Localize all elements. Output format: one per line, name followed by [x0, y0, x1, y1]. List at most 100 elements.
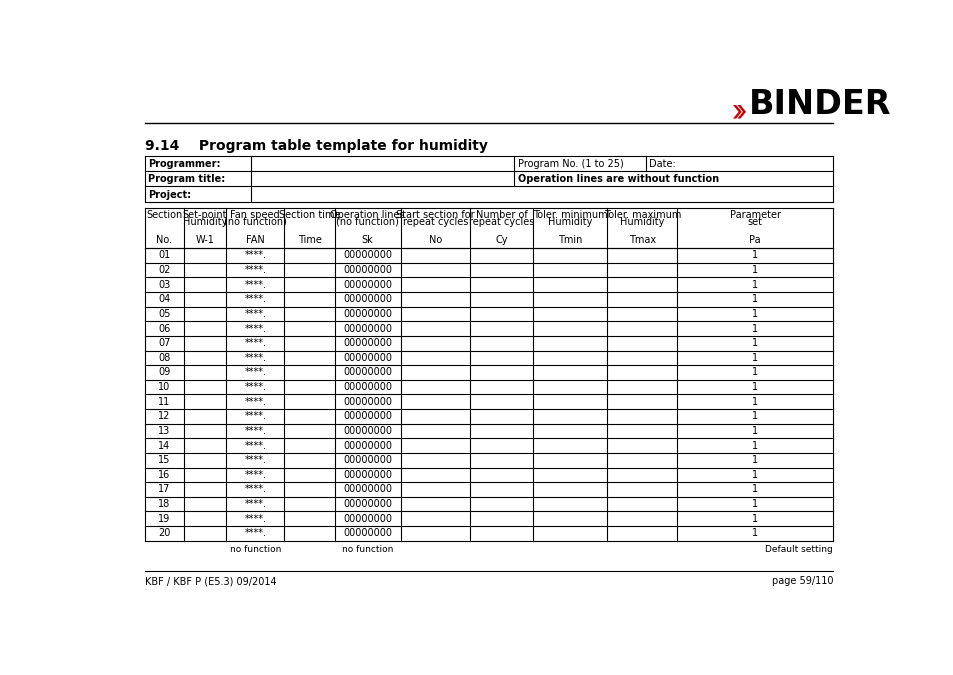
Text: 1: 1	[751, 367, 758, 377]
Text: 1: 1	[751, 485, 758, 495]
Text: ****.: ****.	[244, 470, 266, 480]
Text: 1: 1	[751, 397, 758, 407]
Text: 16: 16	[158, 470, 171, 480]
Text: 1: 1	[751, 499, 758, 509]
Text: Operation lines are without function: Operation lines are without function	[517, 174, 718, 184]
Text: repeat cycles: repeat cycles	[469, 217, 534, 227]
Text: No.: No.	[156, 235, 172, 245]
Text: 19: 19	[158, 514, 171, 524]
Text: ****.: ****.	[244, 309, 266, 319]
Text: 00000000: 00000000	[343, 338, 392, 348]
Text: 1: 1	[751, 441, 758, 451]
Text: Project:: Project:	[148, 190, 191, 200]
Text: BINDER: BINDER	[748, 88, 890, 121]
Text: 11: 11	[158, 397, 171, 407]
Text: 17: 17	[158, 485, 171, 495]
Text: ****.: ****.	[244, 485, 266, 495]
Text: Fan speed: Fan speed	[231, 211, 280, 220]
Text: W-1: W-1	[195, 235, 214, 245]
Text: Default setting: Default setting	[764, 545, 832, 554]
Text: 1: 1	[751, 426, 758, 436]
Text: ****.: ****.	[244, 265, 266, 275]
Text: Section: Section	[146, 211, 182, 220]
Text: 1: 1	[751, 338, 758, 348]
Text: set: set	[747, 217, 761, 227]
Text: 07: 07	[158, 338, 171, 348]
Text: 06: 06	[158, 323, 171, 333]
Text: 1: 1	[751, 323, 758, 333]
Text: 00000000: 00000000	[343, 426, 392, 436]
Polygon shape	[737, 105, 745, 119]
Text: 1: 1	[751, 294, 758, 304]
Text: 00000000: 00000000	[343, 294, 392, 304]
Text: KBF / KBF P (E5.3) 09/2014: KBF / KBF P (E5.3) 09/2014	[145, 576, 276, 586]
Text: ****.: ****.	[244, 529, 266, 539]
Text: No: No	[429, 235, 441, 245]
Text: 08: 08	[158, 353, 171, 363]
Text: 1: 1	[751, 514, 758, 524]
Text: 05: 05	[158, 309, 171, 319]
Text: 1: 1	[751, 279, 758, 290]
Text: Operation lines: Operation lines	[330, 211, 404, 220]
Text: 00000000: 00000000	[343, 367, 392, 377]
Text: 1: 1	[751, 455, 758, 465]
Text: 09: 09	[158, 367, 171, 377]
Text: Toler. minimum: Toler. minimum	[533, 211, 607, 220]
Text: 00000000: 00000000	[343, 353, 392, 363]
Text: 1: 1	[751, 382, 758, 392]
Text: Toler. maximum: Toler. maximum	[603, 211, 680, 220]
Text: 00000000: 00000000	[343, 265, 392, 275]
Text: 03: 03	[158, 279, 171, 290]
Text: 18: 18	[158, 499, 171, 509]
Text: 00000000: 00000000	[343, 485, 392, 495]
Text: 00000000: 00000000	[343, 382, 392, 392]
Text: 15: 15	[158, 455, 171, 465]
Text: ****.: ****.	[244, 411, 266, 421]
Text: Time: Time	[297, 235, 321, 245]
Text: 00000000: 00000000	[343, 514, 392, 524]
Text: Humidity: Humidity	[619, 217, 664, 227]
Text: 13: 13	[158, 426, 171, 436]
Text: no function: no function	[230, 545, 280, 554]
Text: ****.: ****.	[244, 294, 266, 304]
Text: Start section for: Start section for	[395, 211, 475, 220]
Text: Tmin: Tmin	[558, 235, 582, 245]
Text: 00000000: 00000000	[343, 470, 392, 480]
Text: 00000000: 00000000	[343, 529, 392, 539]
Polygon shape	[732, 105, 740, 119]
Text: 00000000: 00000000	[343, 411, 392, 421]
Text: 00000000: 00000000	[343, 279, 392, 290]
Text: (no function): (no function)	[335, 217, 398, 227]
Text: 00000000: 00000000	[343, 250, 392, 261]
Text: 1: 1	[751, 470, 758, 480]
Text: ****.: ****.	[244, 382, 266, 392]
Text: Tmax: Tmax	[628, 235, 656, 245]
Text: ****.: ****.	[244, 514, 266, 524]
Text: Cy: Cy	[495, 235, 507, 245]
Text: ****.: ****.	[244, 499, 266, 509]
Text: 00000000: 00000000	[343, 441, 392, 451]
Text: ****.: ****.	[244, 279, 266, 290]
Text: 00000000: 00000000	[343, 323, 392, 333]
Text: ****.: ****.	[244, 338, 266, 348]
Text: Program title:: Program title:	[148, 174, 225, 184]
Text: Programmer:: Programmer:	[148, 159, 220, 169]
Text: ****.: ****.	[244, 250, 266, 261]
Text: page 59/110: page 59/110	[771, 576, 832, 586]
Text: Parameter: Parameter	[729, 211, 780, 220]
Text: 1: 1	[751, 529, 758, 539]
Text: ****.: ****.	[244, 441, 266, 451]
Text: Humidity: Humidity	[548, 217, 592, 227]
Text: 1: 1	[751, 250, 758, 261]
Text: Program No. (1 to 25): Program No. (1 to 25)	[517, 159, 622, 169]
Text: 00000000: 00000000	[343, 309, 392, 319]
Text: 12: 12	[158, 411, 171, 421]
Text: ****.: ****.	[244, 323, 266, 333]
Text: repeat cycles: repeat cycles	[402, 217, 468, 227]
Text: 20: 20	[158, 529, 171, 539]
Text: FAN: FAN	[246, 235, 264, 245]
Text: 00000000: 00000000	[343, 499, 392, 509]
Text: 01: 01	[158, 250, 171, 261]
Text: 00000000: 00000000	[343, 397, 392, 407]
Text: Pa: Pa	[748, 235, 760, 245]
